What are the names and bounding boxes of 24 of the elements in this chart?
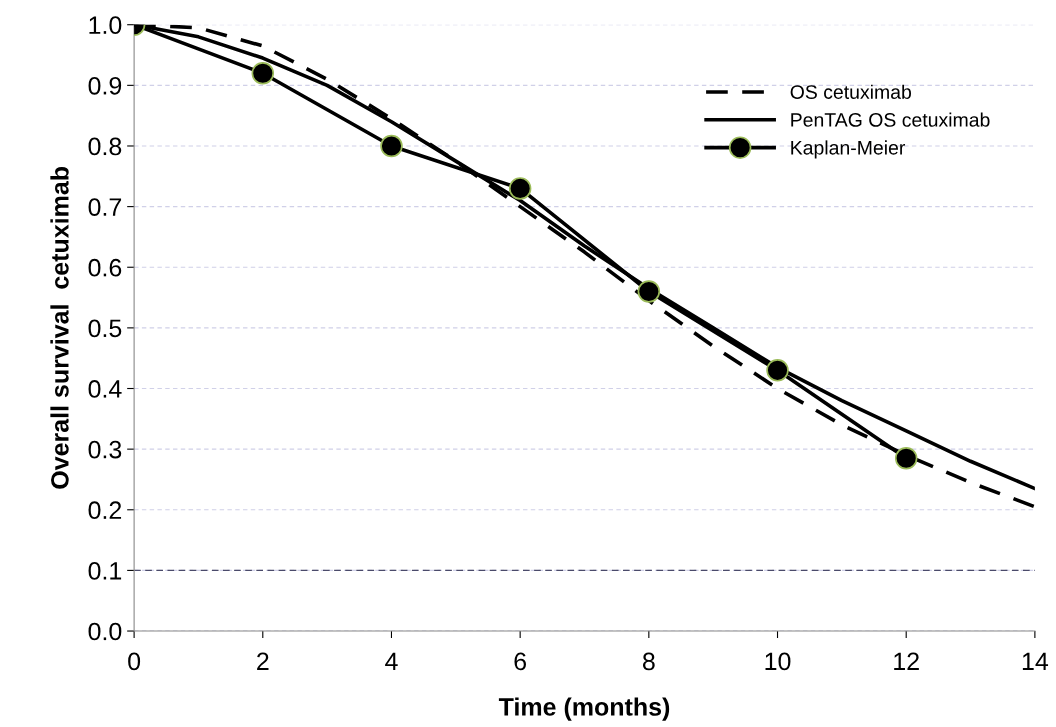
- x-tick-label: 2: [257, 652, 269, 670]
- legend-label: Kaplan-Meier: [791, 140, 906, 159]
- x-tick-label: 10: [765, 652, 791, 671]
- x-axis-title: Time (months): [498, 697, 670, 721]
- y-tick-label: 0.2: [88, 501, 122, 520]
- y-tick-label: 0.7: [88, 198, 122, 216]
- x-tick-label: 8: [642, 652, 655, 671]
- x-tick-label: 6: [514, 652, 527, 671]
- y-tick-label: 0.8: [88, 137, 122, 156]
- x-tick-label: 0: [128, 652, 141, 671]
- x-tick-label: 4: [385, 652, 398, 670]
- legend-label: PenTAG OS cetuximab: [791, 112, 990, 127]
- legend-label: OS cetuximab: [790, 84, 912, 99]
- x-tick-label: 14: [1022, 652, 1049, 670]
- x-tick-label: 12: [894, 652, 919, 670]
- y-tick-label: 0.3: [88, 440, 122, 459]
- y-tick-label: 0.4: [88, 380, 122, 398]
- y-tick-label: 0.0: [88, 622, 122, 641]
- y-tick-label: 0.1: [88, 562, 122, 580]
- y-axis-title: Overall survival cetuximab: [50, 167, 69, 489]
- y-tick-label: 1.0: [89, 16, 122, 35]
- y-tick-label: 0.9: [88, 76, 122, 95]
- y-tick-label: 0.6: [88, 258, 122, 277]
- y-tick-label: 0.5: [88, 319, 122, 338]
